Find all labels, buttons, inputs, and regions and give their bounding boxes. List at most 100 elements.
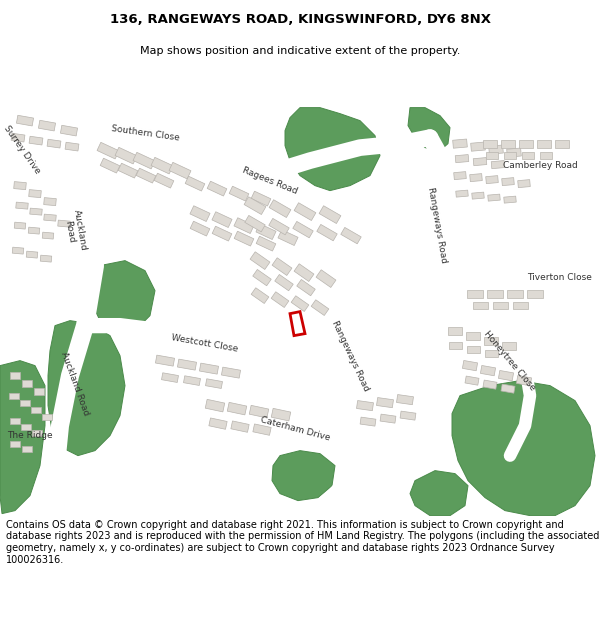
Polygon shape bbox=[253, 424, 271, 435]
Text: Camberley Road: Camberley Road bbox=[503, 161, 577, 170]
Text: Westcott Close: Westcott Close bbox=[171, 333, 239, 354]
Polygon shape bbox=[380, 414, 396, 423]
Polygon shape bbox=[285, 107, 380, 191]
Polygon shape bbox=[178, 359, 197, 370]
Polygon shape bbox=[456, 190, 468, 197]
Polygon shape bbox=[293, 221, 313, 238]
Polygon shape bbox=[272, 258, 292, 276]
Polygon shape bbox=[169, 162, 191, 179]
Polygon shape bbox=[44, 198, 56, 206]
Polygon shape bbox=[519, 139, 533, 148]
Polygon shape bbox=[483, 380, 497, 389]
Polygon shape bbox=[20, 399, 30, 406]
Text: Contains OS data © Crown copyright and database right 2021. This information is : Contains OS data © Crown copyright and d… bbox=[6, 520, 599, 564]
Polygon shape bbox=[30, 208, 42, 215]
Polygon shape bbox=[245, 216, 265, 232]
Polygon shape bbox=[483, 139, 497, 148]
Polygon shape bbox=[48, 321, 125, 456]
Polygon shape bbox=[26, 251, 38, 258]
Polygon shape bbox=[470, 142, 485, 151]
Polygon shape bbox=[42, 232, 54, 239]
Polygon shape bbox=[484, 337, 498, 344]
Polygon shape bbox=[21, 424, 31, 429]
Polygon shape bbox=[488, 145, 503, 154]
Polygon shape bbox=[12, 247, 24, 254]
Polygon shape bbox=[0, 361, 45, 514]
Polygon shape bbox=[207, 181, 227, 196]
Polygon shape bbox=[271, 408, 291, 421]
Polygon shape bbox=[212, 226, 232, 241]
Text: Rangeways Road: Rangeways Road bbox=[426, 187, 448, 264]
Polygon shape bbox=[269, 218, 289, 235]
Polygon shape bbox=[269, 200, 291, 217]
Polygon shape bbox=[506, 148, 521, 158]
Polygon shape bbox=[47, 139, 61, 148]
Polygon shape bbox=[466, 332, 480, 339]
Polygon shape bbox=[212, 212, 232, 228]
Polygon shape bbox=[253, 269, 271, 286]
Polygon shape bbox=[537, 139, 551, 148]
Polygon shape bbox=[473, 158, 487, 166]
Text: Rangeways Road: Rangeways Road bbox=[329, 319, 370, 392]
Polygon shape bbox=[209, 418, 227, 429]
Polygon shape bbox=[115, 148, 137, 164]
Polygon shape bbox=[249, 406, 269, 418]
Polygon shape bbox=[61, 125, 77, 136]
Polygon shape bbox=[234, 231, 254, 246]
Polygon shape bbox=[118, 163, 138, 178]
Polygon shape bbox=[501, 384, 515, 393]
Polygon shape bbox=[410, 471, 468, 516]
Polygon shape bbox=[473, 302, 487, 309]
Polygon shape bbox=[97, 142, 119, 159]
Polygon shape bbox=[11, 133, 25, 142]
Polygon shape bbox=[10, 372, 20, 379]
Polygon shape bbox=[185, 176, 205, 191]
Polygon shape bbox=[522, 152, 534, 159]
Polygon shape bbox=[527, 289, 543, 298]
Polygon shape bbox=[502, 177, 514, 186]
Polygon shape bbox=[14, 182, 26, 189]
Polygon shape bbox=[317, 224, 337, 241]
Polygon shape bbox=[92, 261, 155, 331]
Text: Caterham Drive: Caterham Drive bbox=[259, 415, 331, 442]
Polygon shape bbox=[517, 376, 532, 386]
Text: Auckland Road: Auckland Road bbox=[59, 351, 91, 417]
Polygon shape bbox=[10, 441, 20, 447]
Polygon shape bbox=[470, 174, 482, 182]
Polygon shape bbox=[136, 168, 156, 183]
Polygon shape bbox=[199, 363, 218, 374]
Polygon shape bbox=[294, 264, 314, 281]
Polygon shape bbox=[278, 230, 298, 246]
Polygon shape bbox=[151, 158, 173, 174]
Text: Surrey Drive: Surrey Drive bbox=[2, 124, 42, 176]
Polygon shape bbox=[205, 399, 225, 412]
Polygon shape bbox=[229, 186, 249, 201]
Polygon shape bbox=[463, 361, 478, 371]
Polygon shape bbox=[14, 222, 26, 229]
Polygon shape bbox=[155, 355, 175, 366]
Polygon shape bbox=[42, 414, 52, 419]
Polygon shape bbox=[377, 398, 394, 408]
Polygon shape bbox=[190, 206, 210, 221]
Polygon shape bbox=[22, 380, 32, 387]
Polygon shape bbox=[184, 376, 200, 386]
Polygon shape bbox=[297, 279, 315, 296]
Polygon shape bbox=[507, 289, 523, 298]
Polygon shape bbox=[501, 139, 515, 148]
Polygon shape bbox=[29, 136, 43, 145]
Polygon shape bbox=[32, 429, 42, 436]
Polygon shape bbox=[244, 197, 266, 214]
Text: Tiverton Close: Tiverton Close bbox=[527, 273, 592, 282]
Polygon shape bbox=[408, 107, 450, 151]
Polygon shape bbox=[488, 194, 500, 201]
Polygon shape bbox=[493, 302, 508, 309]
Polygon shape bbox=[234, 217, 254, 234]
Polygon shape bbox=[467, 289, 483, 298]
Polygon shape bbox=[504, 152, 516, 159]
Polygon shape bbox=[40, 255, 52, 262]
Text: The Ridge: The Ridge bbox=[7, 431, 53, 440]
Polygon shape bbox=[311, 300, 329, 316]
Polygon shape bbox=[31, 407, 41, 412]
Polygon shape bbox=[487, 289, 503, 298]
Polygon shape bbox=[256, 236, 276, 251]
